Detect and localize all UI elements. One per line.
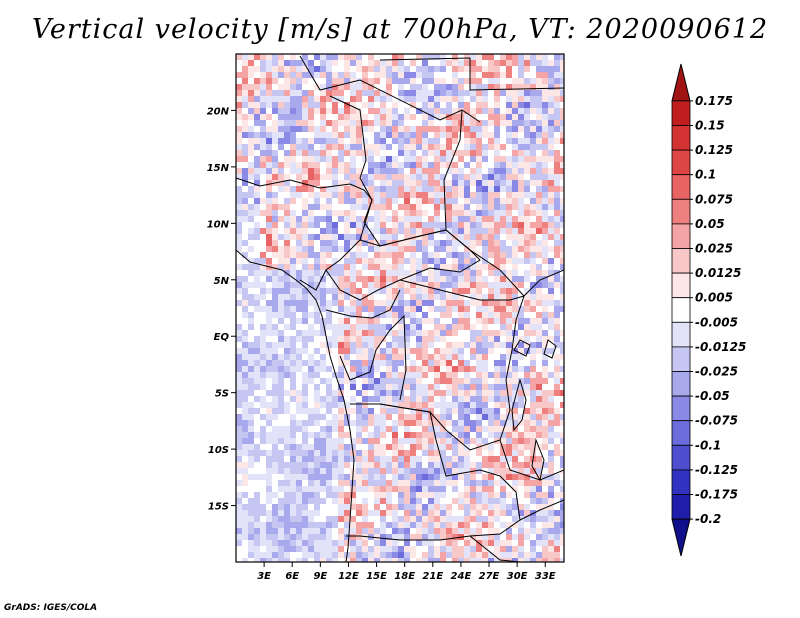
colorbar-label: -0.025 [695, 365, 738, 379]
chart-title: Vertical velocity [m/s] at 700hPa, VT: 2… [31, 14, 769, 45]
lat-tick-label: 10N [207, 219, 230, 230]
colorbar-label: -0.2 [695, 512, 721, 526]
colorbar-label: 0.175 [695, 94, 733, 108]
colorbar-segment [671, 223, 691, 249]
colorbar: 0.175 0.15 0.125 0.1 0.075 0.05 0.025 0.0125 0.0… [671, 63, 746, 557]
map-frame [235, 53, 565, 563]
grads-credit: GrADS: IGES/COLA [4, 603, 98, 613]
lon-tick-label: 18E [394, 571, 415, 582]
lat-tick-label: 5S [215, 389, 229, 400]
colorbar-label: -0.005 [695, 315, 738, 329]
lat-tick-label: 15N [207, 163, 230, 174]
colorbar-label: -0.075 [695, 414, 738, 428]
lon-tick-label: 9E [313, 571, 327, 582]
colorbar-segment [671, 198, 691, 225]
boundary-car [325, 229, 481, 301]
colorbar-segment [671, 272, 691, 299]
lat-tick-label: 20N [207, 106, 230, 117]
colorbar-segment [671, 444, 691, 471]
velocity-field [236, 54, 564, 562]
colorbar-segment [671, 395, 691, 422]
lon-tick-label: 33E [535, 571, 556, 582]
colorbar-label: 0.005 [695, 291, 733, 305]
colorbar-segment [671, 100, 691, 126]
boundary-zambia-mozambique [469, 439, 564, 562]
colorbar-segment [671, 248, 691, 274]
colorbar-segment [671, 469, 691, 495]
lat-tick-label: EQ [214, 332, 230, 343]
latitude-axis: 20N 15N 10N 5N EQ 5S 10S 15S [207, 106, 236, 513]
colorbar-segment [671, 297, 691, 323]
colorbar-segment [671, 174, 691, 200]
colorbar-label: -0.05 [695, 389, 730, 403]
lon-tick-label: 15E [366, 571, 387, 582]
colorbar-label: 0.0125 [695, 266, 741, 280]
lon-tick-label: 21E [422, 571, 443, 582]
colorbar-segment [671, 420, 691, 446]
colorbar-label: 0.125 [695, 143, 733, 157]
lon-tick-label: 30E [507, 571, 528, 582]
lat-tick-label: 5N [214, 276, 230, 287]
lon-tick-label: 6E [285, 571, 299, 582]
lon-tick-label: 24E [451, 571, 472, 582]
colorbar-label: 0.1 [695, 168, 716, 182]
colorbar-segment [671, 125, 691, 151]
colorbar-segment [671, 346, 691, 372]
colorbar-label: -0.175 [695, 488, 738, 502]
colorbar-label: 0.025 [695, 242, 733, 256]
country-boundaries [236, 55, 564, 562]
longitude-axis: 3E 6E 9E 12E 15E 18E 21E 24E 27E 30E 33E [257, 562, 556, 582]
colorbar-label: -0.125 [695, 463, 738, 477]
colorbar-label: -0.1 [695, 438, 721, 452]
coastline-west [236, 249, 355, 562]
colorbar-min-arrow [671, 518, 691, 557]
colorbar-segment [671, 149, 691, 176]
boundary-niger-nigeria [236, 177, 373, 291]
colorbar-max-arrow [671, 63, 691, 102]
lat-tick-label: 10S [208, 445, 229, 456]
lake-outlines [511, 339, 557, 482]
colorbar-segment [671, 494, 691, 520]
colorbar-label: -0.0125 [695, 340, 746, 354]
colorbar-segment [671, 321, 691, 348]
lon-tick-label: 27E [479, 571, 500, 582]
lon-tick-label: 12E [338, 571, 359, 582]
lat-tick-label: 15S [208, 502, 229, 513]
boundary-congo [325, 289, 407, 401]
colorbar-label: 0.05 [695, 217, 725, 231]
colorbar-label: 0.15 [695, 119, 725, 133]
lon-tick-label: 3E [257, 571, 271, 582]
boundary-angola [346, 403, 521, 541]
colorbar-label: 0.075 [695, 192, 733, 206]
colorbar-segment [671, 371, 691, 397]
